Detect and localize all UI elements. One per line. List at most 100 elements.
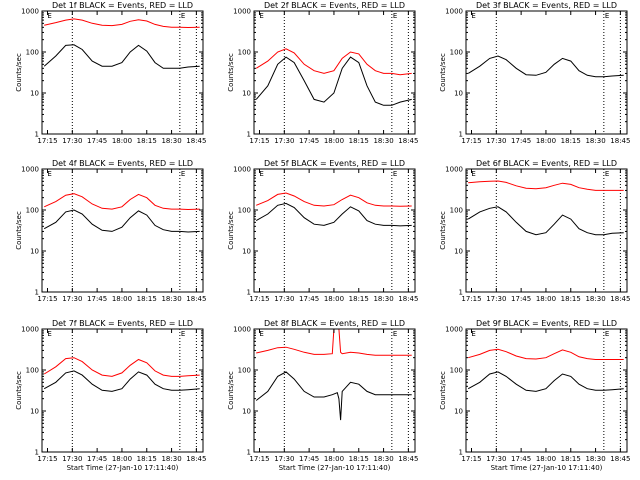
x-tick-label: 17:30	[274, 295, 294, 303]
y-axis-label: Counts/sec	[15, 53, 23, 92]
y-tick-label: 10	[242, 90, 251, 98]
x-tick-label: 18:15	[137, 455, 157, 463]
series-line-lld	[255, 48, 412, 76]
x-tick-label: 18:45	[610, 455, 630, 463]
x-tick-label: 17:15	[37, 137, 57, 145]
x-tick-label: 17:30	[486, 295, 506, 303]
x-tick-label: 17:45	[511, 455, 531, 463]
x-tick-label: 18:45	[610, 295, 630, 303]
x-tick-label: 18:30	[585, 295, 605, 303]
x-tick-label: 18:45	[186, 295, 206, 303]
x-tick-label: 18:15	[349, 137, 369, 145]
event-marker: E	[47, 330, 51, 338]
event-marker: E	[47, 12, 51, 20]
y-tick-label: 1000	[233, 8, 251, 16]
plot-frame	[41, 328, 204, 453]
y-axis-label: Counts/sec	[439, 211, 447, 250]
y-tick-label: 10	[454, 408, 463, 416]
series-line-lld	[468, 348, 624, 360]
series-line-lld	[468, 180, 624, 191]
chart-title: Det 9f BLACK = Events, RED = LLD	[476, 319, 617, 328]
x-tick-label: 17:30	[274, 455, 294, 463]
x-tick-label: 17:45	[511, 295, 531, 303]
x-tick-label: 18:45	[398, 295, 418, 303]
y-tick-label: 1000	[21, 166, 39, 174]
event-marker: E	[259, 330, 263, 338]
x-tick-label: 18:30	[585, 455, 605, 463]
x-tick-label: 17:30	[274, 137, 294, 145]
plot-frame	[465, 168, 628, 293]
y-tick-label: 1	[247, 131, 251, 139]
series-line-events	[255, 371, 412, 421]
chart-title: Det 5f BLACK = Events, RED = LLD	[264, 159, 405, 168]
y-tick-label: 10	[30, 408, 39, 416]
y-tick-label: 10	[242, 408, 251, 416]
y-tick-label: 100	[238, 49, 251, 57]
event-marker: E	[471, 170, 475, 178]
x-tick-label: 18:45	[186, 455, 206, 463]
x-tick-label: 18:00	[112, 295, 132, 303]
y-tick-label: 1	[459, 289, 463, 297]
x-tick-label: 17:45	[87, 295, 107, 303]
plot-frame	[41, 10, 204, 135]
y-axis-label: Counts/sec	[439, 53, 447, 92]
event-marker: E	[181, 12, 185, 20]
event-marker: E	[471, 12, 475, 20]
x-tick-label: 17:45	[299, 455, 319, 463]
y-tick-label: 100	[450, 367, 463, 375]
x-tick-label: 17:15	[37, 455, 57, 463]
x-tick-label: 18:00	[324, 137, 344, 145]
x-tick-label: 18:00	[324, 455, 344, 463]
event-marker: E	[393, 330, 397, 338]
y-tick-label: 1	[35, 449, 39, 457]
x-tick-label: 17:45	[299, 137, 319, 145]
x-tick-label: 18:15	[561, 455, 581, 463]
y-tick-label: 1	[247, 449, 251, 457]
y-tick-label: 1000	[445, 166, 463, 174]
x-tick-label: 17:15	[461, 137, 481, 145]
x-tick-label: 17:45	[87, 455, 107, 463]
x-tick-label: 18:15	[561, 295, 581, 303]
x-tick-label: 17:30	[486, 137, 506, 145]
x-tick-label: 18:15	[349, 295, 369, 303]
x-tick-label: 17:15	[249, 295, 269, 303]
x-tick-label: 17:45	[511, 137, 531, 145]
event-marker: E	[471, 330, 475, 338]
y-tick-label: 1000	[21, 8, 39, 16]
event-marker: E	[259, 170, 263, 178]
event-marker: E	[605, 12, 609, 20]
y-axis-label: Counts/sec	[439, 371, 447, 410]
x-tick-label: 18:45	[610, 137, 630, 145]
x-tick-label: 18:45	[186, 137, 206, 145]
series-line-events	[467, 55, 624, 78]
y-tick-label: 10	[242, 248, 251, 256]
chart-title: Det 8f BLACK = Events, RED = LLD	[264, 319, 405, 328]
x-tick-label: 18:45	[398, 137, 418, 145]
x-tick-label: 17:30	[62, 137, 82, 145]
series-line-events	[43, 209, 200, 233]
plot-frame	[465, 10, 628, 135]
series-line-events	[467, 206, 624, 236]
x-tick-label: 18:30	[161, 455, 181, 463]
x-tick-label: 18:30	[161, 295, 181, 303]
x-tick-label: 18:30	[373, 455, 393, 463]
x-tick-label: 17:15	[249, 455, 269, 463]
chart-title: Det 2f BLACK = Events, RED = LLD	[264, 1, 405, 10]
y-tick-label: 100	[26, 49, 39, 57]
x-tick-label: 18:00	[112, 455, 132, 463]
y-tick-label: 10	[454, 248, 463, 256]
x-tick-label: 18:00	[536, 137, 556, 145]
x-tick-label: 18:00	[324, 295, 344, 303]
plot-frame	[253, 168, 416, 293]
y-tick-label: 1	[459, 131, 463, 139]
series-line-events	[467, 371, 624, 392]
x-axis-label: Start Time (27-Jan-10 17:11:40)	[279, 464, 391, 472]
y-tick-label: 1	[247, 289, 251, 297]
y-axis-label: Counts/sec	[227, 211, 235, 250]
